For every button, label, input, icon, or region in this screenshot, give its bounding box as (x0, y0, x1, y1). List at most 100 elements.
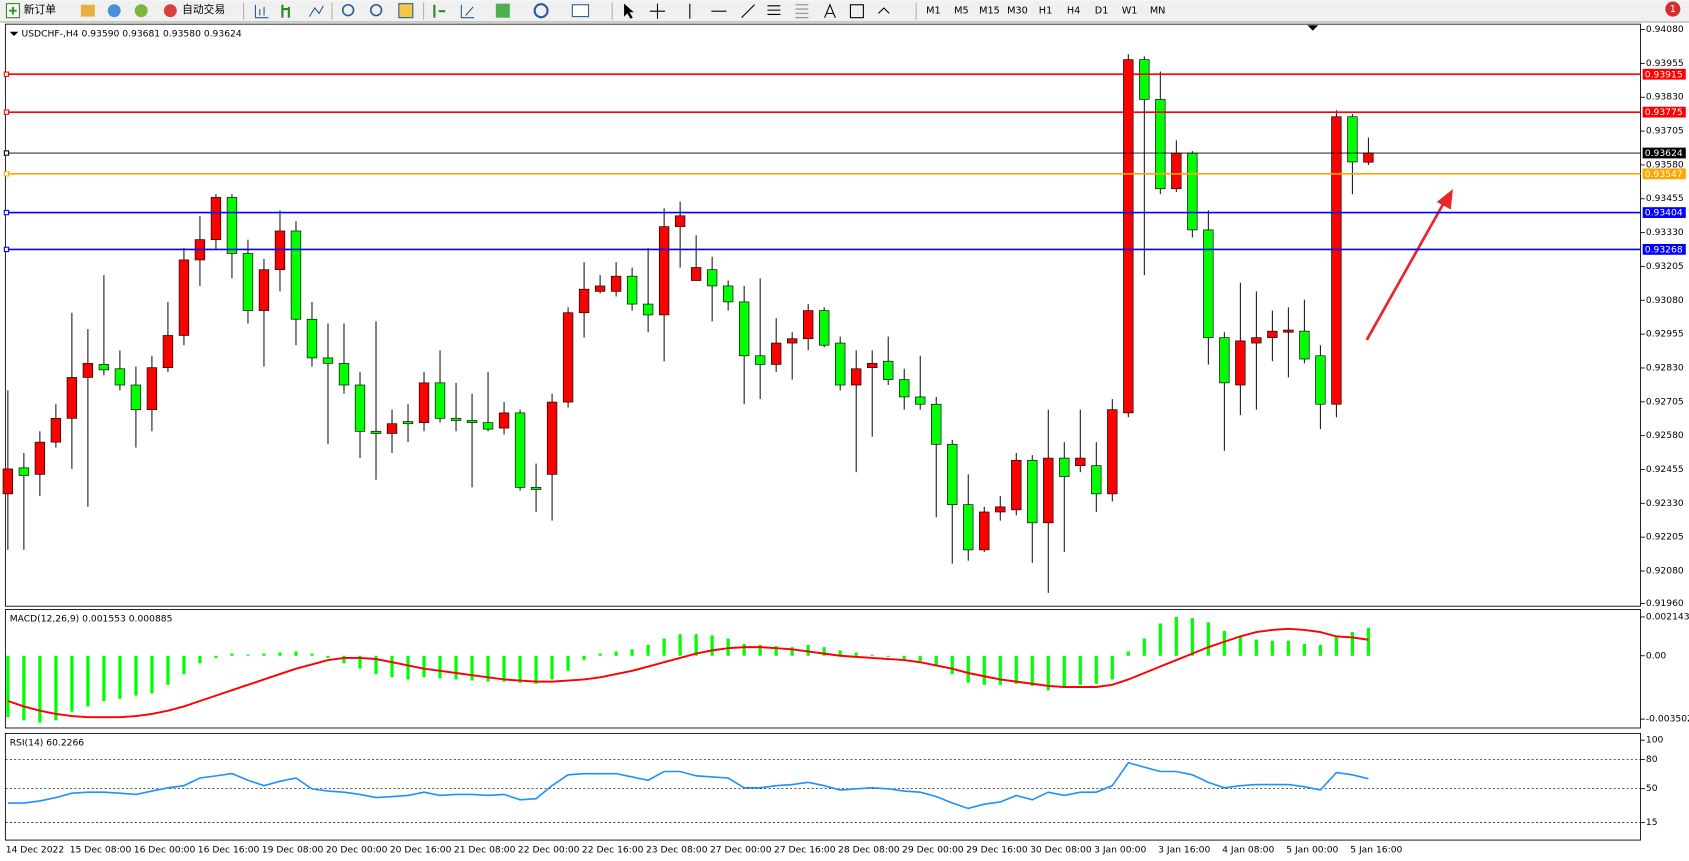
candle-body (995, 506, 1006, 513)
price-level-label: 0.93268 (1645, 244, 1683, 255)
zoom-in[interactable] (341, 3, 355, 17)
x-tick-label: 27 Dec 00:00 (710, 844, 772, 855)
histogram-bar (438, 655, 442, 679)
candle-body (1059, 457, 1070, 477)
y-tick-label: 0.94080 (1646, 24, 1684, 35)
histogram-bar (742, 643, 746, 656)
candle-body (34, 441, 46, 475)
icon-button[interactable] (134, 4, 148, 18)
candle-body (754, 355, 766, 365)
timeframe-button[interactable]: W1 (1122, 6, 1138, 17)
indicators-button[interactable] (495, 3, 510, 18)
candle-body (530, 487, 542, 490)
histogram-bar (1222, 630, 1226, 656)
icon-button[interactable] (308, 5, 324, 17)
histogram-bar (230, 653, 234, 656)
price-level-handle (3, 150, 10, 156)
label-tool[interactable] (849, 4, 864, 19)
histogram-bar (1094, 655, 1098, 684)
icon-button[interactable] (460, 4, 475, 19)
candle-body (98, 364, 110, 371)
zoom-out[interactable] (369, 3, 383, 17)
y-tick-label: 0.93705 (1646, 126, 1684, 137)
notification-count: 1 (1670, 4, 1676, 15)
rsi-title: RSI(14) 60.2266 (10, 738, 85, 749)
x-tick-label: 4 Jan 08:00 (1222, 844, 1274, 855)
histogram-bar (934, 655, 938, 667)
candle-body (402, 421, 414, 425)
plots: 0.94080 0.93955 0.93830 0.93705 0.93580 0.934… (2, 24, 1689, 855)
timeframe-button[interactable]: M5 (954, 6, 969, 17)
candle-body (1235, 340, 1246, 386)
candle-body (931, 403, 942, 445)
histogram-bar (598, 653, 602, 656)
candle-body (658, 226, 670, 316)
candle-body (130, 384, 142, 410)
auto-trading-button[interactable]: 自动交易 (163, 3, 225, 18)
icon-button[interactable] (433, 4, 446, 18)
price-level-label: 0.93775 (1645, 107, 1683, 118)
histogram-bar (1142, 638, 1146, 656)
menu-triangle[interactable] (9, 31, 19, 37)
candle-body (1203, 229, 1214, 338)
candle-body (18, 467, 30, 476)
histogram-bar (342, 655, 346, 664)
cursor-tool[interactable] (624, 3, 634, 19)
price-level-handle (3, 209, 10, 216)
histogram-bar (774, 646, 778, 656)
histogram-bar (470, 655, 474, 681)
notification-badge[interactable] (1665, 1, 1681, 17)
histogram-bar (1350, 632, 1355, 656)
histogram-bar (950, 655, 954, 675)
x-tick-label: 19 Dec 08:00 (262, 844, 324, 855)
trendline-tool[interactable] (741, 4, 755, 19)
candle-body (1283, 329, 1294, 333)
histogram-bar (886, 655, 890, 657)
candle-body (322, 357, 334, 364)
candle-body (1123, 59, 1134, 414)
templates-button[interactable] (571, 4, 590, 18)
crosshair-tool[interactable] (649, 3, 666, 19)
candle-body (562, 312, 574, 403)
fibo-tool[interactable] (795, 4, 809, 19)
main-panel (4, 23, 1641, 607)
arrows-tool[interactable] (878, 7, 890, 14)
histogram-bar (1062, 655, 1066, 689)
icon-button[interactable] (254, 4, 269, 19)
y-tick-label: 0.92830 (1646, 362, 1684, 373)
candle-body (867, 363, 878, 369)
timeframe-button[interactable]: D1 (1095, 6, 1109, 17)
histogram-bar (1206, 622, 1210, 656)
tile-windows[interactable] (398, 3, 414, 19)
candle-body (546, 401, 558, 475)
rsi-line (7, 761, 1369, 810)
timeframe-button[interactable]: MN (1150, 6, 1166, 17)
candle-body (466, 420, 478, 423)
icon-button[interactable] (281, 4, 290, 18)
channel-tool[interactable] (767, 5, 781, 15)
candle-body (1139, 59, 1150, 100)
y-tick-label: 80 (1646, 754, 1658, 765)
price-level-handle (3, 109, 10, 115)
x-tick-label: 22 Dec 00:00 (518, 844, 580, 855)
price-level-handle (3, 71, 10, 77)
histogram-bar (182, 655, 186, 675)
y-tick-label: 0.91960 (1646, 598, 1684, 609)
timeframe-button[interactable]: M15 (979, 6, 1000, 17)
icon-button[interactable] (80, 4, 95, 17)
periods-button[interactable] (533, 3, 549, 19)
histogram-bar (1158, 623, 1162, 656)
candle-body (738, 301, 750, 357)
timeframe-button[interactable]: H1 (1039, 6, 1052, 17)
timeframe-button[interactable]: H4 (1067, 6, 1080, 17)
auto-trading-label: 自动交易 (182, 3, 225, 16)
signal-line (7, 627, 1369, 719)
icon-button[interactable] (107, 4, 121, 18)
text-tool[interactable] (824, 3, 836, 18)
timeframe-button[interactable]: M30 (1007, 6, 1028, 17)
histogram-bar (310, 653, 314, 656)
price-level-label: 0.93624 (1645, 148, 1683, 159)
new-order-button[interactable]: 新订单 (5, 3, 56, 19)
timeframe-button[interactable]: M1 (926, 6, 941, 17)
histogram-bar (198, 655, 202, 664)
